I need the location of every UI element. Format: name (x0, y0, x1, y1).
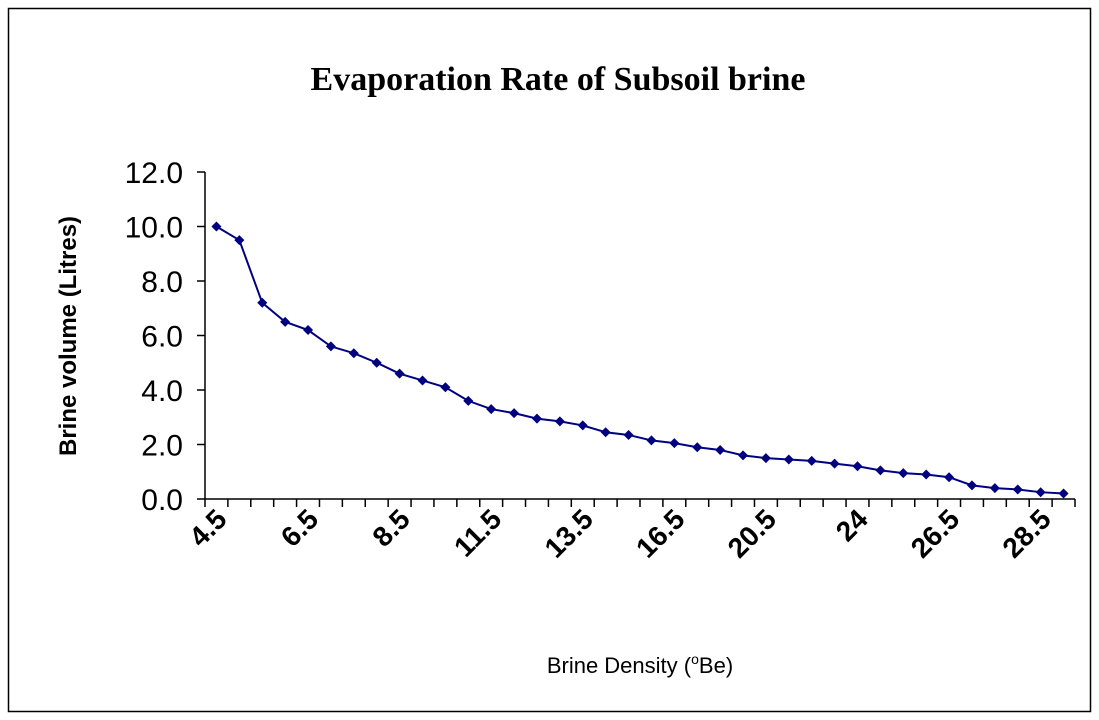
marker (417, 375, 428, 386)
y-tick-label: 2.0 (141, 430, 183, 463)
marker (234, 235, 245, 246)
x-axis-label: Brine Density (oBe) (547, 651, 733, 678)
marker (211, 221, 222, 232)
x-axis-label-part: Be) (699, 653, 733, 678)
marker (371, 357, 382, 368)
marker (669, 438, 680, 449)
marker (966, 480, 977, 491)
marker (692, 442, 703, 453)
y-tick-label: 12.0 (125, 157, 183, 190)
marker (760, 453, 771, 464)
marker (875, 465, 886, 476)
y-tick-label: 0.0 (141, 484, 183, 517)
marker (600, 427, 611, 438)
y-tick-label: 6.0 (141, 321, 183, 354)
x-axis-label-part: Brine Density ( (547, 653, 692, 678)
marker (394, 368, 405, 379)
marker (486, 404, 497, 415)
marker (989, 483, 1000, 494)
marker (280, 316, 291, 327)
x-axis-label-sup: o (691, 651, 699, 667)
marker (944, 472, 955, 483)
marker (554, 416, 565, 427)
marker (325, 341, 336, 352)
chart-frame (7, 7, 1092, 713)
marker (1012, 484, 1023, 495)
marker (348, 348, 359, 359)
marker (440, 382, 451, 393)
y-tick-label: 10.0 (125, 212, 183, 245)
marker (715, 444, 726, 455)
marker (509, 408, 520, 419)
marker (921, 469, 932, 480)
chart-title: Evaporation Rate of Subsoil brine (311, 61, 806, 98)
y-tick-label: 4.0 (141, 375, 183, 408)
marker (1035, 487, 1046, 498)
marker (531, 413, 542, 424)
marker (646, 435, 657, 446)
marker (783, 454, 794, 465)
marker (257, 297, 268, 308)
marker (1058, 488, 1069, 499)
marker (852, 461, 863, 472)
marker (738, 450, 749, 461)
marker (463, 395, 474, 406)
marker (806, 455, 817, 466)
marker (829, 458, 840, 469)
marker (577, 420, 588, 431)
marker (623, 429, 634, 440)
marker (898, 468, 909, 479)
y-axis-label: Brine volume (Litres) (55, 216, 82, 456)
y-tick-label: 8.0 (141, 266, 183, 299)
marker (303, 325, 314, 336)
